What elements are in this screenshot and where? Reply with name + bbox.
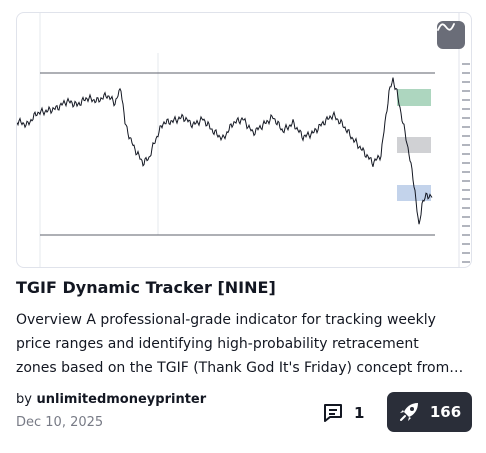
price-scale-tick: [462, 72, 470, 74]
price-scale-tick: [462, 144, 470, 146]
comments-button[interactable]: 1: [322, 399, 364, 427]
price-scale-tick: [462, 234, 470, 236]
author-link[interactable]: by unlimitedmoneyprinter: [16, 392, 206, 407]
retracement-zone-blue: [397, 185, 431, 201]
price-scale-tick: [462, 81, 470, 83]
price-scale-tick: [462, 225, 470, 227]
chart-thumbnail[interactable]: [16, 12, 472, 268]
chart-toggle-button[interactable]: [437, 21, 465, 49]
price-scale-tick: [462, 216, 470, 218]
price-scale-tick: [462, 189, 470, 191]
price-scale-tick: [462, 261, 470, 263]
price-scale-tick: [462, 90, 470, 92]
description-line: price ranges and identifying high-probab…: [16, 336, 419, 352]
price-scale-tick: [462, 252, 470, 254]
retracement-zone-gray: [397, 137, 431, 153]
price-scale-tick: [462, 180, 470, 182]
comment-icon: [324, 404, 342, 422]
price-chart: [17, 13, 470, 267]
line-chart-icon: [437, 23, 455, 31]
price-scale-tick: [462, 126, 470, 128]
price-scale-tick: [462, 207, 470, 209]
price-scale-tick: [462, 108, 470, 110]
price-scale-tick: [462, 153, 470, 155]
publish-date: Dec 10, 2025: [16, 415, 104, 430]
price-scale-tick: [462, 171, 470, 173]
price-scale-tick: [462, 117, 470, 119]
price-scale: [462, 63, 470, 263]
price-scale-tick: [462, 162, 470, 164]
boost-button[interactable]: 166: [387, 392, 472, 432]
script-title[interactable]: TGIF Dynamic Tracker [NINE]: [16, 278, 276, 297]
script-description: Overview A professional-grade indicator …: [16, 308, 472, 380]
rocket-icon: [399, 403, 418, 421]
price-scale-tick: [462, 198, 470, 200]
comments-count: 1: [354, 404, 365, 422]
description-line: zones based on the TGIF (Thank God It's …: [16, 360, 464, 376]
author-name[interactable]: unlimitedmoneyprinter: [36, 392, 207, 407]
price-scale-tick: [462, 99, 470, 101]
retracement-zone-green: [397, 89, 431, 106]
boosts-count: 166: [429, 403, 462, 421]
author-prefix: by: [16, 392, 32, 407]
price-scale-tick: [462, 243, 470, 245]
description-line: Overview A professional-grade indicator …: [16, 312, 436, 328]
price-scale-tick: [462, 63, 470, 65]
price-scale-tick: [462, 135, 470, 137]
price-line: [17, 77, 433, 225]
